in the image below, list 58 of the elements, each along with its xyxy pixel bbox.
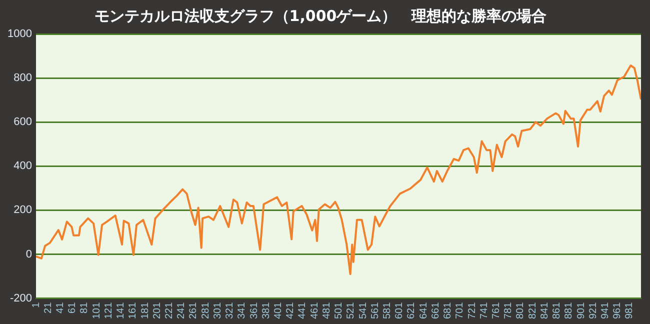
x-tick-label: 941 — [600, 302, 612, 320]
x-tick-label: 401 — [272, 302, 284, 320]
x-tick-label: 261 — [188, 302, 200, 320]
x-tick-label: 861 — [552, 302, 563, 320]
x-tick-label: 641 — [418, 302, 430, 320]
x-tick-label: 781 — [503, 302, 514, 320]
x-tick-label: 701 — [454, 302, 466, 320]
y-tick-label: 0 — [26, 248, 32, 260]
x-tick-label: 901 — [576, 302, 587, 320]
x-tick-label: 161 — [128, 302, 139, 320]
x-tick-label: 101 — [91, 302, 102, 320]
chart-title: モンテカルロ法収支グラフ（1,000ゲーム） 理想的な勝率の場合 — [94, 6, 547, 25]
y-tick-label: 400 — [14, 160, 32, 172]
x-tick-label: 241 — [176, 302, 188, 320]
x-tick-label: 301 — [212, 302, 224, 320]
x-tick-label: 761 — [491, 302, 502, 320]
x-tick-label: 441 — [297, 302, 308, 320]
x-tick-label: 961 — [612, 302, 624, 320]
x-tick-label: 741 — [478, 302, 490, 320]
x-tick-label: 181 — [140, 302, 151, 320]
x-tick-label: 501 — [334, 302, 345, 320]
x-tick-label: 601 — [394, 302, 406, 320]
x-tick-label: 841 — [539, 302, 550, 320]
x-tick-label: 1 — [30, 302, 42, 308]
x-tick-label: 561 — [370, 302, 381, 320]
x-tick-label: 21 — [42, 302, 54, 314]
y-tick-label: -200 — [10, 292, 32, 304]
x-tick-label: 541 — [358, 302, 369, 320]
x-tick-label: 881 — [564, 302, 575, 320]
x-tick-label: 281 — [200, 302, 212, 320]
y-tick-label: 600 — [14, 116, 32, 128]
x-tick-label: 221 — [164, 302, 175, 320]
x-tick-label: 41 — [54, 302, 66, 314]
x-tick-label: 421 — [285, 302, 296, 320]
x-tick-label: 981 — [624, 302, 636, 320]
y-tick-label: 200 — [14, 204, 32, 216]
x-tick-label: 461 — [309, 302, 320, 320]
x-tick-label: 721 — [466, 302, 478, 320]
x-tick-label: 201 — [152, 302, 163, 320]
y-tick-label: 1000 — [8, 28, 32, 40]
x-tick-label: 81 — [79, 302, 90, 314]
x-tick-label: 921 — [588, 302, 599, 320]
y-tick-label: 800 — [14, 72, 32, 84]
x-tick-label: 821 — [527, 302, 538, 320]
x-tick-label: 321 — [224, 302, 236, 320]
x-tick-label: 621 — [406, 302, 418, 320]
x-tick-label: 141 — [116, 302, 127, 320]
x-tick-label: 801 — [515, 302, 526, 320]
x-tick-label: 341 — [236, 302, 248, 320]
x-tick-label: 121 — [103, 302, 114, 320]
x-tick-label: 681 — [442, 302, 454, 320]
x-tick-label: 521 — [346, 302, 357, 320]
x-tick-label: 581 — [382, 302, 393, 320]
x-tick-label: 361 — [248, 302, 260, 320]
x-tick-label: 381 — [260, 302, 272, 320]
x-tick-label: 61 — [67, 302, 78, 314]
x-tick-label: 661 — [430, 302, 442, 320]
x-tick-label: 481 — [321, 302, 332, 320]
